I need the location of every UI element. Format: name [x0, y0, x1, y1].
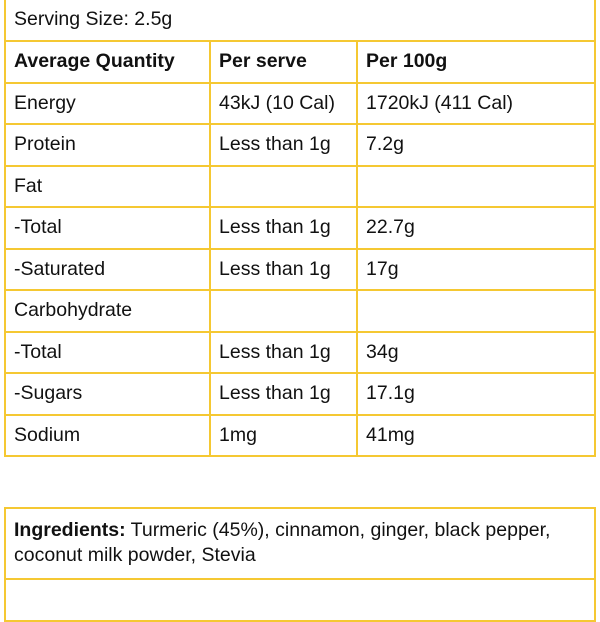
- nutrient-name: Fat: [4, 164, 211, 208]
- ingredients-list: Turmeric (45%), cinnamon, ginger, black …: [14, 519, 551, 566]
- nutrition-table: Serving Size: 2.5g Average Quantity Per …: [4, 0, 596, 457]
- nutrient-name: -Total: [4, 206, 211, 250]
- per-100g-value: 17g: [356, 247, 596, 291]
- ingredients-text: Ingredients: Turmeric (45%), cinnamon, g…: [4, 507, 596, 580]
- serving-size: Serving Size: 2.5g: [4, 0, 596, 42]
- per-serve-value: 43kJ (10 Cal): [209, 81, 358, 125]
- table-row: Protein Less than 1g 7.2g: [4, 123, 596, 167]
- header-row: Average Quantity Per serve Per 100g: [4, 40, 596, 84]
- table-row: Fat: [4, 164, 596, 208]
- per-serve-value: Less than 1g: [209, 330, 358, 374]
- ingredients-row: Ingredients: Turmeric (45%), cinnamon, g…: [4, 507, 596, 580]
- header-average-quantity: Average Quantity: [4, 40, 211, 84]
- table-row: -Total Less than 1g 22.7g: [4, 206, 596, 250]
- per-serve-value: [209, 164, 358, 208]
- per-100g-value: 34g: [356, 330, 596, 374]
- table-row: Carbohydrate: [4, 289, 596, 333]
- per-serve-value: [209, 289, 358, 333]
- nutrient-name: -Total: [4, 330, 211, 374]
- table-row: -Total Less than 1g 34g: [4, 330, 596, 374]
- nutrient-name: Energy: [4, 81, 211, 125]
- per-100g-value: 41mg: [356, 413, 596, 457]
- per-100g-value: 17.1g: [356, 372, 596, 416]
- per-serve-value: 1mg: [209, 413, 358, 457]
- per-serve-value: Less than 1g: [209, 123, 358, 167]
- ingredients-label: Ingredients:: [14, 519, 126, 541]
- nutrient-name: Carbohydrate: [4, 289, 211, 333]
- per-100g-value: 22.7g: [356, 206, 596, 250]
- ingredients-table: Ingredients: Turmeric (45%), cinnamon, g…: [4, 507, 596, 622]
- nutrient-name: Protein: [4, 123, 211, 167]
- per-serve-value: Less than 1g: [209, 372, 358, 416]
- ingredients-empty-row: [4, 578, 596, 622]
- per-100g-value: [356, 289, 596, 333]
- serving-size-row: Serving Size: 2.5g: [4, 0, 596, 42]
- empty-cell: [4, 578, 596, 622]
- per-serve-value: Less than 1g: [209, 247, 358, 291]
- per-100g-value: [356, 164, 596, 208]
- table-row: -Sugars Less than 1g 17.1g: [4, 372, 596, 416]
- header-per-serve: Per serve: [209, 40, 358, 84]
- nutrient-name: Sodium: [4, 413, 211, 457]
- per-serve-value: Less than 1g: [209, 206, 358, 250]
- table-row: Energy 43kJ (10 Cal) 1720kJ (411 Cal): [4, 81, 596, 125]
- per-100g-value: 1720kJ (411 Cal): [356, 81, 596, 125]
- nutrient-name: -Saturated: [4, 247, 211, 291]
- header-per-100g: Per 100g: [356, 40, 596, 84]
- per-100g-value: 7.2g: [356, 123, 596, 167]
- table-row: Sodium 1mg 41mg: [4, 413, 596, 457]
- table-row: -Saturated Less than 1g 17g: [4, 247, 596, 291]
- nutrient-name: -Sugars: [4, 372, 211, 416]
